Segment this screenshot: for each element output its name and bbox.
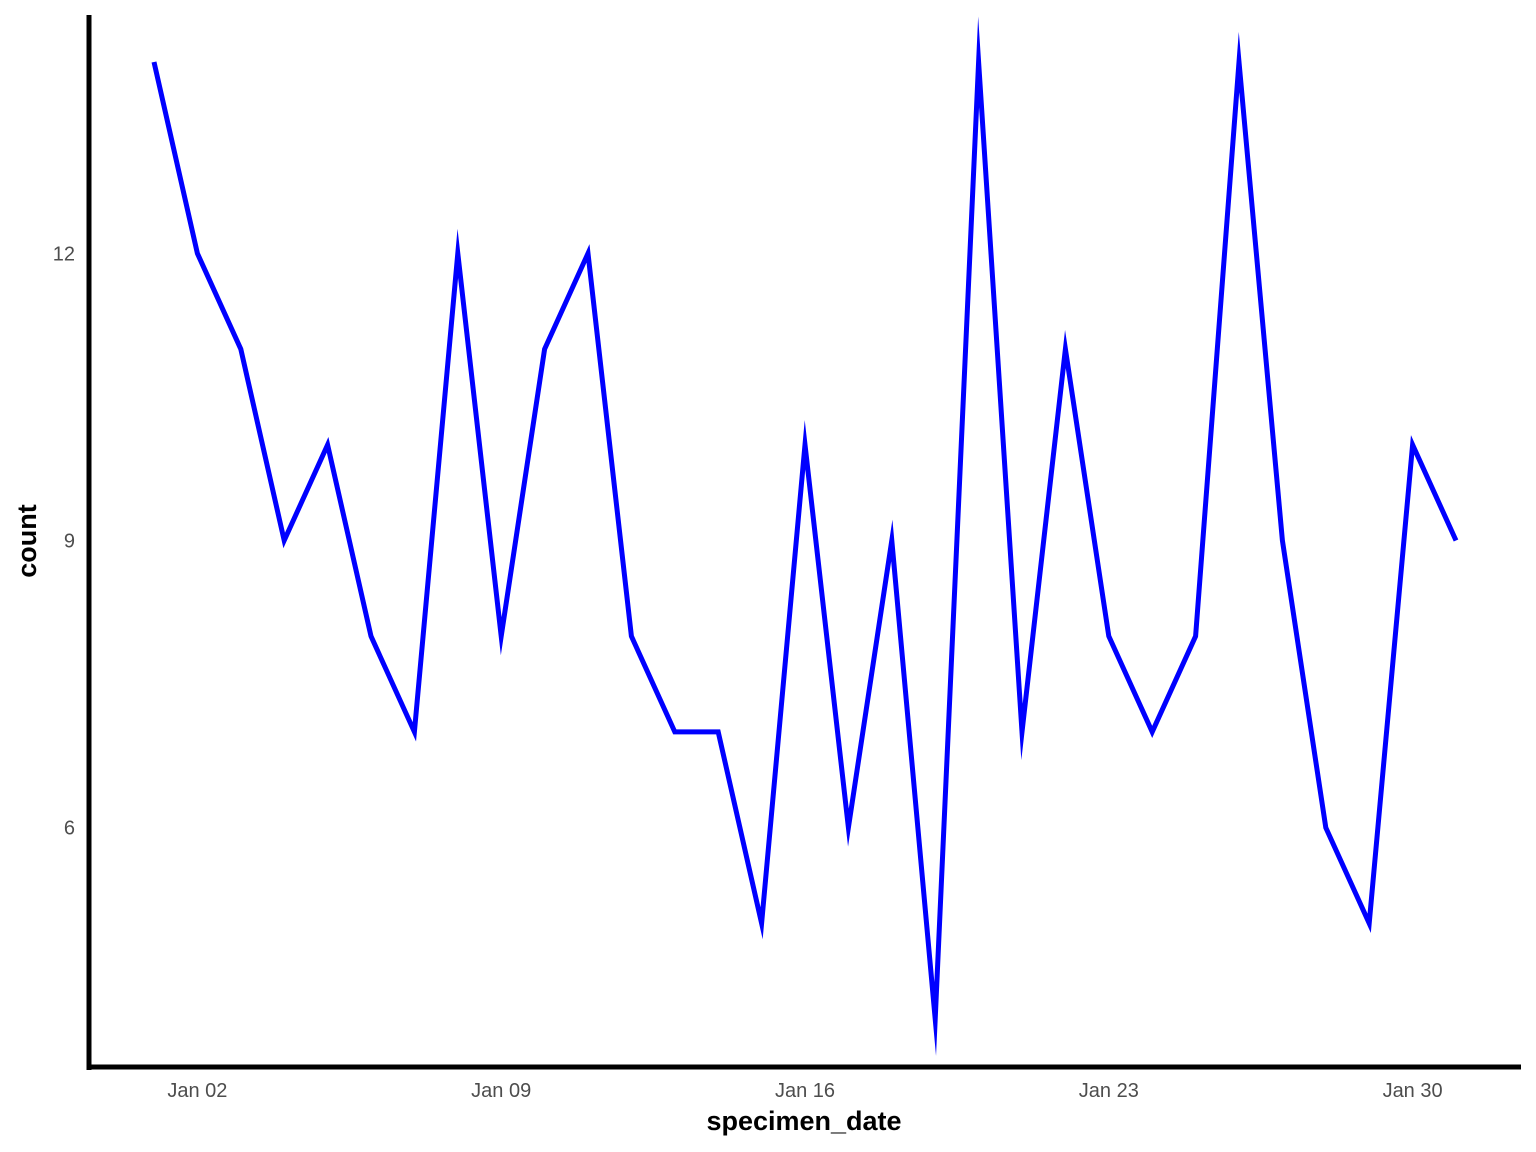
x-tick-label: Jan 09 bbox=[471, 1080, 531, 1102]
x-tick-label: Jan 16 bbox=[775, 1080, 835, 1102]
x-tick-label: Jan 23 bbox=[1079, 1080, 1139, 1102]
y-axis-title: count bbox=[12, 504, 42, 578]
y-tick-labels: 6 9 12 bbox=[53, 243, 75, 839]
x-tick-label: Jan 02 bbox=[167, 1080, 227, 1102]
x-axis-title: specimen_date bbox=[706, 1106, 901, 1136]
plot-area bbox=[151, 16, 1459, 1056]
x-tick-labels: Jan 02 Jan 09 Jan 16 Jan 23 Jan 30 bbox=[167, 1080, 1442, 1102]
axes bbox=[86, 15, 1521, 1070]
y-tick-label: 6 bbox=[64, 818, 75, 840]
x-tick-label: Jan 30 bbox=[1383, 1080, 1443, 1102]
series-line-0 bbox=[151, 16, 1459, 1056]
y-tick-label: 12 bbox=[53, 243, 75, 265]
y-tick-label: 9 bbox=[64, 531, 75, 553]
